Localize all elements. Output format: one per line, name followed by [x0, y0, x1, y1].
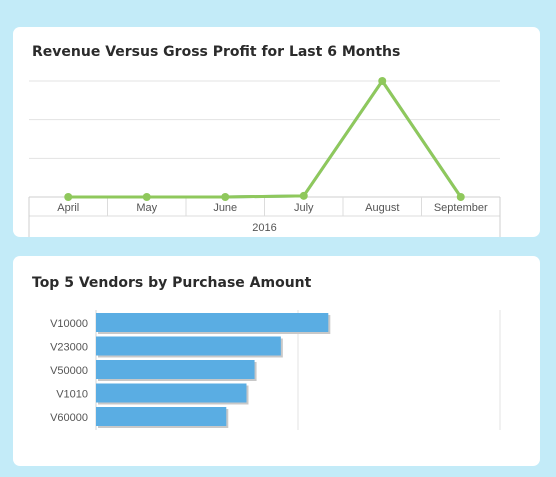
y-tick-label: V10000	[50, 318, 88, 330]
x-tick-label: September	[434, 202, 488, 214]
x-group-label: 2016	[252, 222, 276, 234]
bar	[96, 360, 255, 379]
vendors-chart-card: Top 5 Vendors by Purchase Amount V10000 V…	[13, 256, 540, 466]
y-tick-label: V60000	[50, 412, 88, 424]
data-point	[142, 193, 151, 201]
y-tick-label: V50000	[50, 365, 88, 377]
x-tick-label: July	[294, 202, 314, 214]
line-chart-title: Revenue Versus Gross Profit for Last 6 M…	[32, 44, 401, 60]
series-line	[68, 79, 462, 199]
x-tick-label: April	[57, 202, 79, 214]
y-tick-label: V23000	[50, 342, 88, 354]
bar	[96, 336, 281, 356]
data-point	[378, 77, 387, 85]
data-point	[221, 193, 230, 201]
y-tick-label: V1010	[56, 389, 88, 401]
bar-chart: V10000 V23000 V50000 V1010 V60000	[50, 310, 501, 430]
bar	[96, 313, 329, 332]
data-point	[64, 193, 73, 201]
x-tick-label: June	[213, 202, 237, 214]
data-point	[456, 193, 465, 201]
series-line	[68, 79, 462, 199]
revenue-chart-card: Revenue Versus Gross Profit for Last 6 M…	[13, 27, 540, 237]
line-chart: April May June July August September 2016	[28, 77, 501, 237]
data-point	[299, 191, 308, 200]
bar	[96, 407, 227, 426]
x-tick-label: August	[365, 202, 399, 214]
bar-chart-title: Top 5 Vendors by Purchase Amount	[32, 275, 312, 291]
x-tick-label: May	[136, 202, 157, 214]
bar	[96, 383, 247, 403]
